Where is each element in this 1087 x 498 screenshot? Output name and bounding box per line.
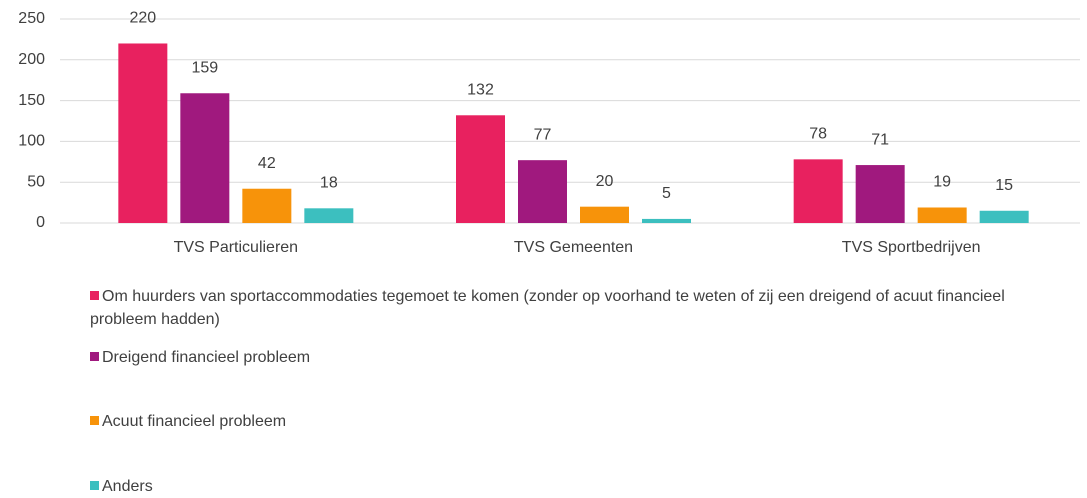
y-tick-label: 250	[18, 10, 45, 27]
data-label: 77	[534, 126, 552, 143]
data-label: 159	[191, 59, 218, 76]
bar	[518, 160, 567, 223]
bar	[979, 210, 1029, 223]
legend-item: Anders	[90, 475, 1070, 498]
bar	[242, 188, 292, 223]
x-tick-label: TVS Gemeenten	[514, 239, 633, 256]
legend-label: Dreigend financieel probleem	[102, 349, 311, 366]
x-tick-label: TVS Particulieren	[174, 239, 299, 256]
bar	[180, 93, 230, 223]
y-tick-label: 150	[18, 92, 45, 109]
data-label: 132	[467, 82, 494, 99]
bar	[917, 207, 967, 223]
bar	[580, 206, 629, 223]
y-tick-label: 100	[18, 133, 45, 150]
legend-item: Acuut financieel probleem	[90, 410, 1070, 433]
legend-swatch	[90, 481, 99, 490]
bar	[855, 165, 905, 223]
data-label: 5	[662, 185, 671, 202]
data-label: 19	[933, 174, 951, 191]
data-label: 15	[995, 177, 1013, 194]
data-label: 71	[871, 131, 889, 148]
legend-swatch	[90, 352, 99, 361]
legend-label: Anders	[102, 478, 153, 495]
data-label: 78	[809, 126, 827, 143]
legend-item: Dreigend financieel probleem	[90, 346, 1070, 369]
bar	[793, 159, 843, 223]
y-tick-label: 50	[27, 173, 45, 190]
bar	[456, 115, 505, 223]
y-tick-label: 200	[18, 51, 45, 68]
bar	[118, 43, 168, 224]
legend-label: Acuut financieel probleem	[102, 413, 287, 430]
x-tick-label: TVS Sportbedrijven	[842, 239, 981, 256]
bar	[642, 218, 691, 223]
data-label: 20	[596, 173, 614, 190]
chart: 0 50 100 150 200 250 TVS Particulieren 220 159 42…	[18, 10, 1080, 256]
legend-label: Om huurders van sportaccommodaties tegem…	[90, 288, 1005, 328]
bar	[304, 208, 354, 223]
legend-swatch	[90, 416, 99, 425]
legend-item: Om huurders van sportaccommodaties tegem…	[90, 285, 1070, 331]
legend-swatch	[90, 291, 99, 300]
data-label: 42	[258, 155, 276, 172]
data-label: 220	[129, 10, 156, 27]
data-label: 18	[320, 175, 338, 192]
y-tick-label: 0	[36, 214, 45, 231]
